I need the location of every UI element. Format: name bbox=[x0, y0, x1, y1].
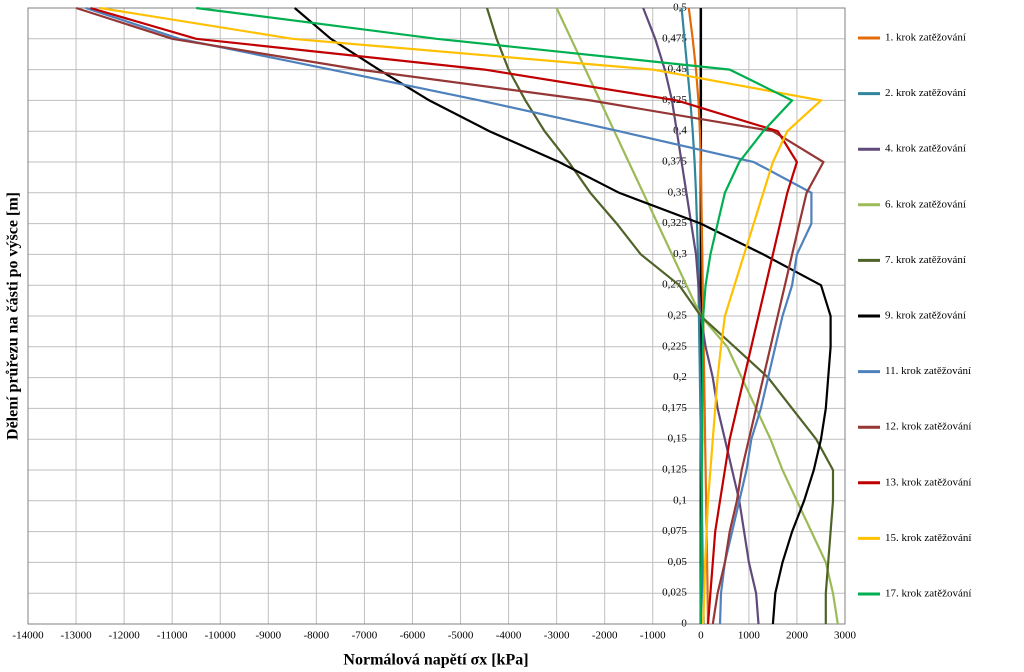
x-tick-label: 1000 bbox=[738, 630, 761, 642]
x-tick-label: -9000 bbox=[255, 630, 281, 642]
x-tick-label: -12000 bbox=[109, 630, 141, 642]
x-axis-label: Normálová napětí σx [kPa] bbox=[343, 652, 528, 669]
y-tick-label: 0,25 bbox=[668, 310, 688, 322]
y-tick-label: 0,1 bbox=[673, 494, 687, 506]
x-tick-label: -6000 bbox=[400, 630, 426, 642]
series-line bbox=[99, 6, 824, 625]
legend-label: 17. krok zatěžování bbox=[885, 588, 971, 600]
x-tick-label: -1000 bbox=[640, 630, 666, 642]
x-tick-label: -5000 bbox=[448, 630, 474, 642]
legend-label: 12. krok zatěžování bbox=[885, 421, 971, 433]
x-tick-label: 3000 bbox=[834, 630, 857, 642]
legend-label: 15. krok zatěžování bbox=[885, 532, 971, 544]
series-line bbox=[293, 7, 832, 625]
y-tick-label: 0,3 bbox=[673, 248, 687, 260]
x-tick-label: -3000 bbox=[544, 630, 570, 642]
x-tick-label: -14000 bbox=[12, 630, 44, 642]
x-tick-label: 0 bbox=[698, 630, 704, 642]
x-tick-label: -10000 bbox=[205, 630, 237, 642]
series-line bbox=[196, 6, 794, 624]
y-tick-label: 0,2 bbox=[673, 371, 687, 383]
legend-label: 7. krok zatěžování bbox=[885, 254, 966, 266]
legend-label: 9. krok zatěžování bbox=[885, 310, 966, 322]
legend-label: 13. krok zatěžování bbox=[885, 476, 971, 488]
x-tick-label: 2000 bbox=[786, 630, 809, 642]
series-line bbox=[485, 7, 835, 624]
y-tick-label: 0,325 bbox=[662, 217, 687, 229]
plot-border bbox=[27, 7, 846, 625]
y-tick-label: 0,025 bbox=[662, 587, 687, 599]
x-tick-label: -2000 bbox=[592, 630, 618, 642]
y-tick-label: 0,15 bbox=[668, 433, 688, 445]
y-tick-label: 0,175 bbox=[662, 402, 687, 414]
x-tick-label: -7000 bbox=[352, 630, 378, 642]
x-tick-label: -13000 bbox=[60, 630, 92, 642]
legend-label: 4. krok zatěžování bbox=[885, 143, 966, 155]
legend-label: 11. krok zatěžování bbox=[885, 365, 971, 377]
y-axis-label: Dělení průřezu na části po výšce [m] bbox=[5, 192, 22, 440]
legend-label: 1. krok zatěžování bbox=[885, 32, 966, 44]
y-tick-label: 0,05 bbox=[668, 556, 688, 568]
legend-label: 2. krok zatěžování bbox=[885, 87, 966, 99]
series-line bbox=[85, 6, 813, 625]
y-tick-label: 0,35 bbox=[668, 186, 688, 198]
x-tick-label: -4000 bbox=[496, 630, 522, 642]
series-line bbox=[75, 6, 825, 625]
y-tick-label: 0,125 bbox=[662, 464, 687, 476]
y-tick-label: 0,075 bbox=[662, 525, 687, 537]
y-tick-label: 0,375 bbox=[662, 156, 687, 168]
series-line bbox=[90, 6, 799, 625]
legend-label: 6. krok zatěžování bbox=[885, 198, 966, 210]
x-tick-label: -11000 bbox=[157, 630, 188, 642]
y-tick-label: 0,225 bbox=[662, 340, 687, 352]
y-tick-label: 0,475 bbox=[662, 32, 687, 44]
x-tick-label: -8000 bbox=[304, 630, 330, 642]
